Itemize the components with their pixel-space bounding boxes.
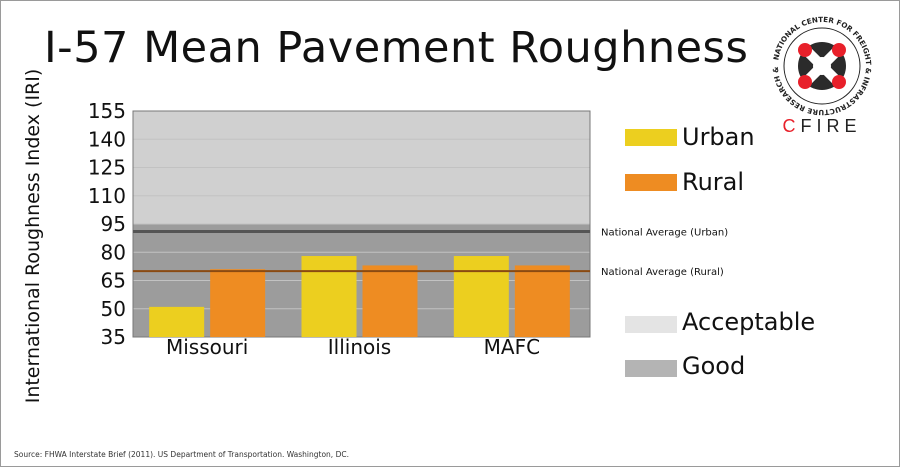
ref-label-rural: National Average (Rural) [601,267,724,278]
y-tick-label-65: 65 [101,269,126,293]
bar-urban-missouri [149,306,205,337]
bar-urban-illinois [301,256,357,337]
legend-rural-swatch [625,174,677,191]
x-tick-label-mafc: MAFC [484,335,540,359]
legend-acceptable-swatch [625,316,677,333]
plot-frame [132,110,591,338]
y-tick-label-140: 140 [88,127,126,151]
source-note: Source: FHWA Interstate Brief (2011). US… [14,450,349,459]
x-tick-label-illinois: Illinois [328,335,391,359]
y-tick-label-50: 50 [101,297,126,321]
chart-title: I-57 Mean Pavement Roughness [44,23,749,73]
logo-name: CFIRE [782,116,861,135]
bar-rural-mafc [514,265,570,337]
legend-urban-label: Urban [682,123,755,151]
y-tick-label-35: 35 [101,325,126,349]
legend-good-label: Good [682,352,746,380]
y-tick-label-155: 155 [88,99,126,123]
y-tick-label-110: 110 [88,184,126,208]
y-tick-label-80: 80 [101,240,126,264]
cfire-logo: NATIONAL CENTER FOR FREIGHT & INFRASTRUC… [764,10,873,135]
legend-urban-swatch [625,129,677,146]
y-tick-label-95: 95 [101,212,126,236]
bar-urban-mafc [453,256,509,337]
logo-emblem-icon [798,42,846,90]
bar-rural-illinois [362,265,418,337]
legend-rural-label: Rural [682,168,745,196]
y-tick-label-125: 125 [88,156,126,180]
ref-label-urban: National Average (Urban) [601,228,728,239]
legend-acceptable-label: Acceptable [682,308,816,336]
legend-good-swatch [625,360,677,377]
bar-rural-missouri [210,269,266,337]
x-tick-label-missouri: Missouri [166,335,248,359]
